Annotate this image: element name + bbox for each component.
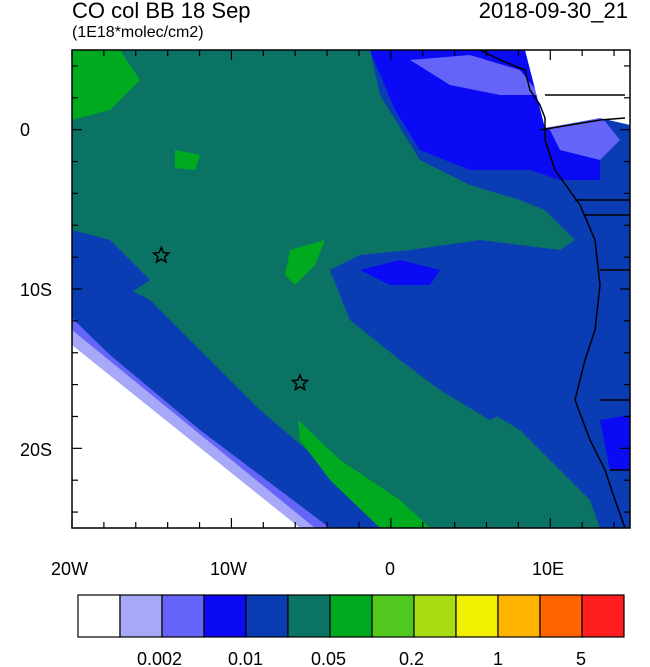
field-land-clear [525, 50, 630, 128]
lon-label-0: 0 [385, 559, 395, 579]
colorbar-label-0: 0.002 [137, 649, 182, 667]
star-marker-site-1 [151, 245, 171, 264]
lat-label-0: 0 [20, 120, 30, 140]
field-plume [72, 50, 600, 528]
colorbar-swatch-3 [203, 594, 247, 638]
lat-label-20s: 20S [20, 440, 52, 460]
coastline [479, 50, 630, 528]
colorbar-swatch-7 [371, 594, 415, 638]
colorbar-swatch-8 [413, 594, 457, 638]
colorbar-swatch-12 [581, 594, 625, 638]
lon-label-20w: 20W [51, 559, 88, 579]
field-green-streak [298, 420, 430, 528]
axis-ticks [71, 50, 630, 528]
field-se-inner [600, 415, 630, 470]
colorbar-label-1: 0.01 [228, 649, 263, 667]
colorbar-label-2: 0.05 [311, 649, 346, 667]
field-north-light [410, 55, 540, 95]
units-label: (1E18*molec/cm2) [72, 24, 204, 41]
timestamp: 2018-09-30_21 [478, 0, 628, 23]
field-west [72, 230, 150, 300]
field-green-patch-2 [285, 240, 325, 285]
field-green-nw [72, 50, 140, 120]
colorbar-swatch-11 [539, 594, 583, 638]
field-band-2 [360, 260, 440, 285]
lat-label-10s: 10S [20, 280, 52, 300]
field-green-patch-1 [175, 150, 200, 170]
colorbar-swatch-2 [161, 594, 205, 638]
colorbar-swatch-6 [329, 594, 373, 638]
field-band-3 [380, 330, 510, 420]
colorbar-label-5: 5 [576, 649, 586, 667]
colorbar-swatch-4 [245, 594, 289, 638]
field-lowest-band [72, 330, 315, 528]
colorbar-swatch-10 [497, 594, 541, 638]
field-se [575, 355, 630, 528]
lon-label-10w: 10W [210, 559, 247, 579]
colorbar-swatch-1 [119, 594, 163, 638]
colorbar [77, 594, 625, 638]
colorbar-swatch-5 [287, 594, 331, 638]
colorbar-swatch-0 [77, 594, 121, 638]
colorbar-swatch-9 [455, 594, 499, 638]
colorbar-label-4: 1 [493, 649, 503, 667]
map-title: CO col BB 18 Sep [72, 0, 251, 23]
colorbar-label-3: 0.2 [399, 649, 424, 667]
lon-label-10e: 10E [532, 559, 564, 579]
co-field [72, 50, 630, 528]
site-markers [151, 245, 310, 392]
star-marker-site-2 [290, 373, 310, 392]
